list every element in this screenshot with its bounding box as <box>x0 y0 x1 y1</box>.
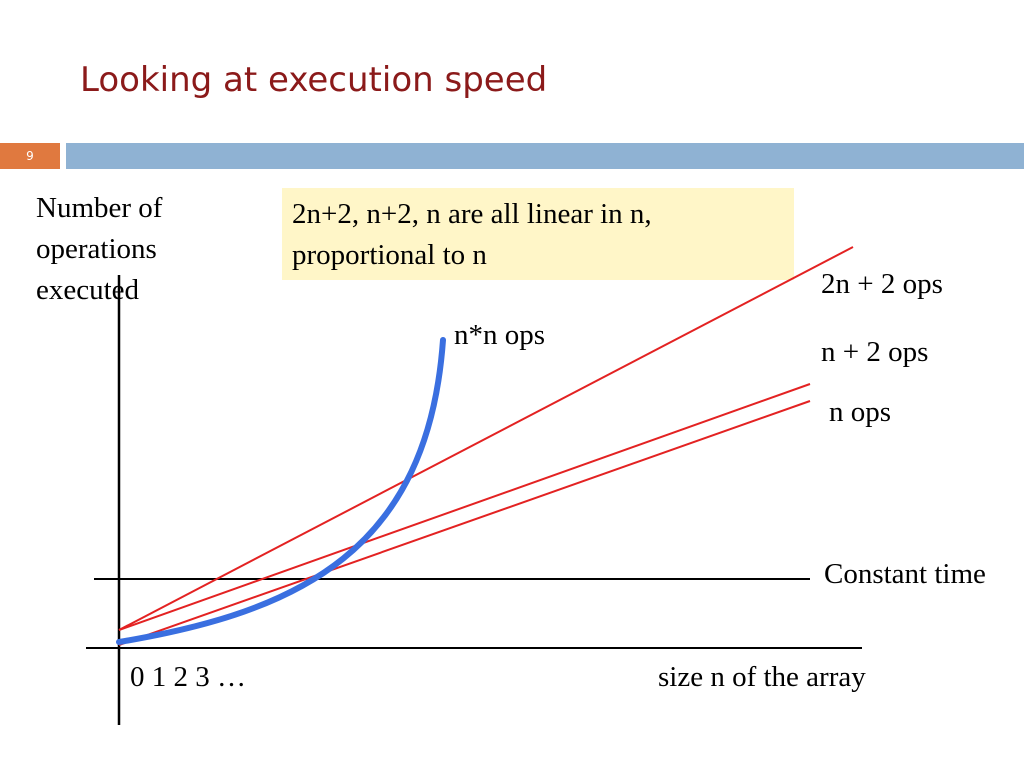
x-axis-label: size n of the array <box>658 661 866 693</box>
note-box <box>282 188 794 280</box>
y-axis-label-line: operations <box>36 233 157 265</box>
label-n-squared: n*n ops <box>454 319 546 351</box>
title-bar <box>66 143 1024 169</box>
slide-title: Looking at execution speed <box>80 60 548 100</box>
label-two-n-plus-2: 2n + 2 ops <box>821 268 943 300</box>
n-squared-curve <box>116 337 446 645</box>
y-axis-label-line: executed <box>36 274 140 306</box>
label-constant-time: Constant time <box>824 558 986 590</box>
n-plus-2-line <box>118 383 811 631</box>
n-line <box>118 400 811 646</box>
note-text: 2n+2, n+2, n are all linear in n, propor… <box>292 194 792 276</box>
y-axis-label: Number of operations executed <box>36 188 206 311</box>
two-n-plus-2-line <box>118 246 854 631</box>
label-n-plus-2: n + 2 ops <box>821 336 929 368</box>
note-line: 2n+2, n+2, n are all linear in n, <box>292 198 652 230</box>
label-n: n ops <box>829 396 892 428</box>
note-line: proportional to n <box>292 239 487 271</box>
slide-number: 9 <box>0 143 60 169</box>
y-axis-label-line: Number of <box>36 192 163 224</box>
x-axis-ticks: 0 1 2 3 … <box>130 661 246 693</box>
